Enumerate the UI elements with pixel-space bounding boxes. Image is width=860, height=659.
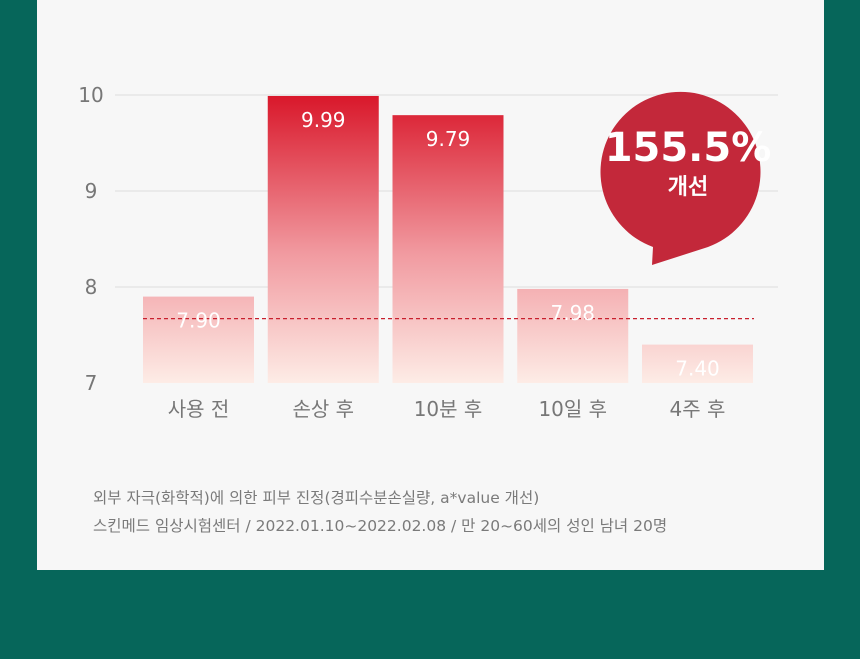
footnote-line-2: 스킨메드 임상시험센터 / 2022.01.10~2022.02.08 / 만 …: [93, 517, 668, 535]
value-label: 9.99: [301, 108, 346, 132]
category-label: 10분 후: [414, 397, 483, 421]
category-label: 사용 전: [168, 397, 230, 421]
y-tick-label: 9: [85, 179, 98, 203]
category-label: 10일 후: [538, 397, 607, 421]
value-label: 9.79: [426, 127, 471, 151]
value-label: 7.40: [675, 357, 720, 381]
bar-3: [392, 115, 504, 383]
footnote-line-1: 외부 자극(화학적)에 의한 피부 진정(경피수분손실량, a*value 개선…: [93, 489, 540, 507]
value-label: 7.98: [550, 301, 595, 325]
value-label: 7.90: [176, 309, 221, 333]
category-label: 손상 후: [292, 397, 354, 421]
category-label: 4주 후: [670, 397, 726, 421]
y-tick-label: 7: [85, 371, 98, 395]
y-tick-label: 10: [78, 83, 103, 107]
y-tick-label: 8: [85, 275, 98, 299]
badge-bubble-icon: [600, 91, 761, 265]
bar-1: [143, 296, 254, 383]
bar-2: [267, 95, 379, 384]
badge-label: 개선: [668, 175, 708, 200]
bar-4: [517, 288, 629, 383]
bar-5: [642, 344, 753, 383]
improvement-badge: 155.5% 개선: [600, 91, 772, 265]
badge-value: 155.5%: [605, 125, 772, 171]
